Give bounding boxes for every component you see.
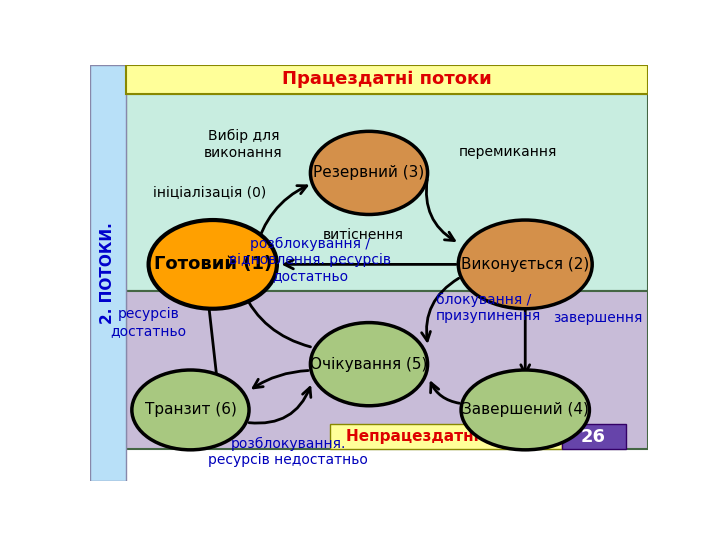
Text: Очікування (5): Очікування (5) — [310, 356, 428, 372]
Text: перемикання: перемикання — [459, 145, 557, 159]
Ellipse shape — [310, 322, 428, 406]
Text: 26: 26 — [581, 428, 606, 445]
FancyBboxPatch shape — [126, 65, 648, 94]
Text: Завершений (4): Завершений (4) — [462, 402, 589, 417]
FancyBboxPatch shape — [562, 424, 626, 449]
FancyBboxPatch shape — [126, 292, 648, 449]
Text: Вибір для
виконання: Вибір для виконання — [204, 129, 283, 159]
FancyBboxPatch shape — [90, 65, 126, 481]
Text: завершення: завершення — [553, 312, 642, 326]
Text: ресурсів
достатньо: ресурсів достатньо — [111, 307, 186, 338]
Ellipse shape — [132, 370, 249, 450]
FancyBboxPatch shape — [330, 424, 562, 449]
Text: 2. ПОТОКИ.: 2. ПОТОКИ. — [100, 222, 115, 323]
Text: Готовий (1): Готовий (1) — [153, 255, 272, 273]
Ellipse shape — [310, 131, 428, 214]
Text: розблокування /
відновлення. ресурсів
достатньо: розблокування / відновлення. ресурсів до… — [230, 237, 392, 283]
Text: розблокування.
ресурсів недостатньо: розблокування. ресурсів недостатньо — [208, 437, 368, 467]
Text: Транзит (6): Транзит (6) — [145, 402, 236, 417]
Text: витіснення: витіснення — [323, 227, 404, 241]
Text: Виконується (2): Виконується (2) — [461, 257, 590, 272]
Text: ініціалізація (0): ініціалізація (0) — [153, 185, 266, 199]
Ellipse shape — [459, 220, 593, 309]
Text: Працездатні потоки: Працездатні потоки — [282, 70, 492, 87]
Text: Резервний (3): Резервний (3) — [313, 165, 425, 180]
Ellipse shape — [461, 370, 590, 450]
Text: блокування /
призупинення: блокування / призупинення — [436, 293, 541, 323]
Text: Непрацездатні потоки: Непрацездатні потоки — [346, 429, 546, 444]
Ellipse shape — [148, 220, 277, 309]
FancyBboxPatch shape — [126, 94, 648, 292]
